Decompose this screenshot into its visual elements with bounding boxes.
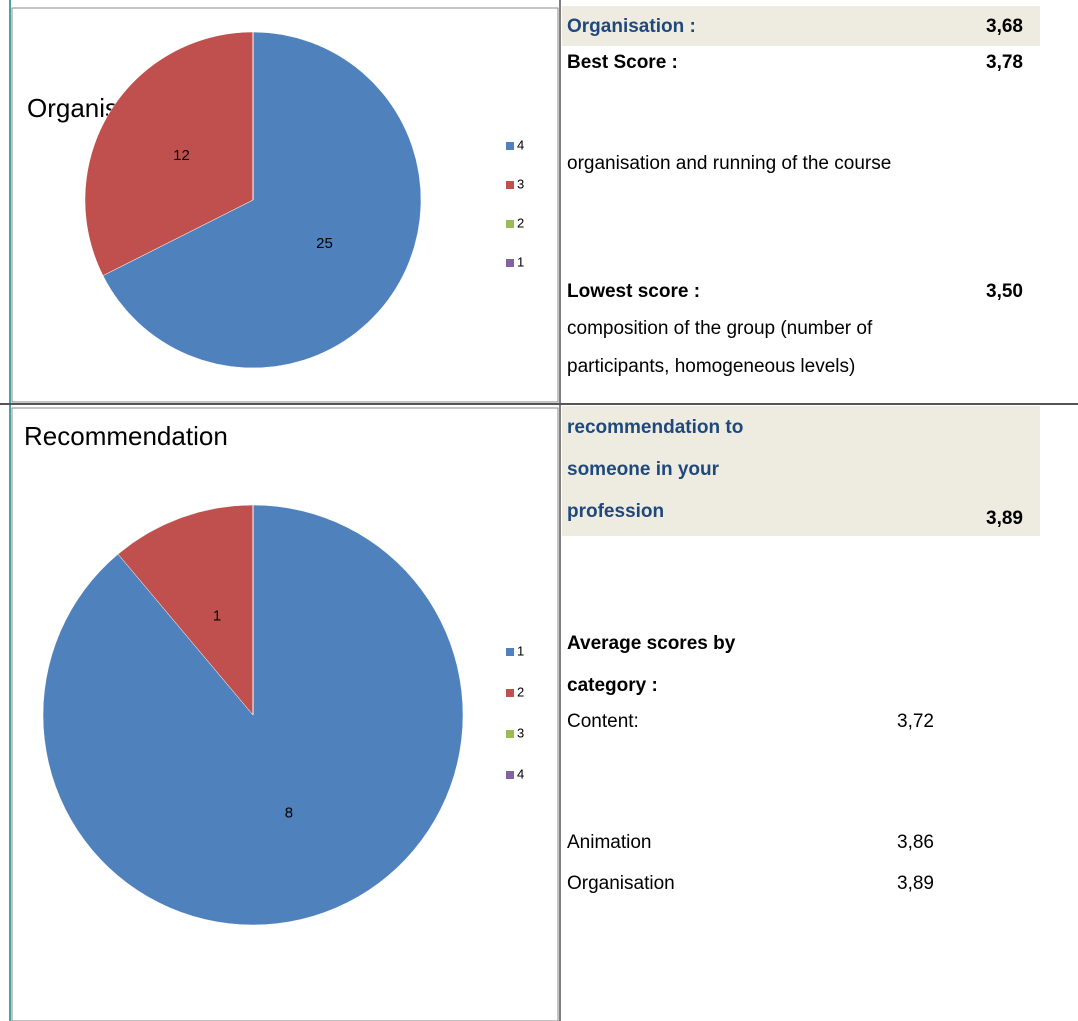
- legend-swatch: [506, 181, 514, 189]
- value: 3,89: [986, 508, 1023, 529]
- description: participants, homogeneous levels): [567, 356, 855, 377]
- value: 3,78: [986, 52, 1023, 73]
- header-band: [562, 406, 1040, 536]
- legend-swatch: [506, 142, 514, 150]
- value: 3,89: [897, 873, 934, 894]
- header-band: [562, 6, 1040, 46]
- legend-swatch: [506, 730, 514, 738]
- legend-label: 3: [517, 725, 524, 740]
- legend-label: 2: [517, 215, 524, 230]
- label: Content:: [567, 711, 639, 732]
- chart-frame: [11, 7, 559, 403]
- legend-label: 1: [517, 254, 524, 269]
- value: 3,50: [986, 281, 1023, 302]
- label: Best Score :: [567, 52, 678, 73]
- legend-label: 3: [517, 176, 524, 191]
- legend-swatch: [506, 771, 514, 779]
- legend-label: 4: [517, 137, 524, 152]
- description: composition of the group (number of: [567, 318, 873, 339]
- heading: category :: [567, 675, 658, 696]
- legend-label: 1: [517, 643, 524, 658]
- label: Animation: [567, 832, 652, 853]
- pie-slice: [102, 31, 422, 369]
- pie-slice: [117, 504, 254, 716]
- legend-label: 2: [517, 684, 524, 699]
- legend-swatch: [506, 689, 514, 697]
- chart-title: Recommendation: [24, 421, 228, 451]
- data-label: 12: [173, 147, 190, 164]
- value: 3,72: [897, 711, 934, 732]
- data-label: 25: [316, 235, 333, 252]
- legend-swatch: [506, 648, 514, 656]
- description: organisation and running of the course: [567, 153, 891, 174]
- label: Organisation :: [567, 16, 696, 37]
- label: Lowest score :: [567, 281, 700, 302]
- value: 3,68: [986, 16, 1023, 37]
- pie-slice: [84, 31, 254, 276]
- label: recommendation to: [567, 417, 743, 438]
- heading: Average scores by: [567, 633, 736, 654]
- data-label: 8: [285, 805, 293, 822]
- chart-frame: [11, 407, 559, 1021]
- label: someone in your: [567, 459, 720, 480]
- value: 3,86: [897, 832, 934, 853]
- legend-swatch: [506, 220, 514, 228]
- legend-swatch: [506, 259, 514, 267]
- data-label: 1: [213, 607, 221, 624]
- label: profession: [567, 501, 664, 522]
- label: Organisation: [567, 873, 675, 894]
- legend-label: 4: [517, 766, 524, 781]
